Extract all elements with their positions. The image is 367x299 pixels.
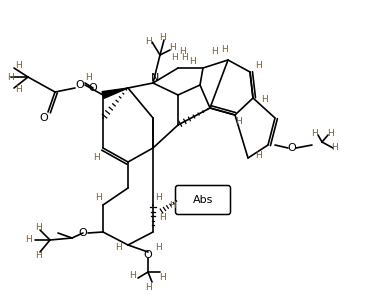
- Text: H: H: [85, 74, 91, 83]
- Text: H: H: [332, 144, 338, 152]
- Text: H: H: [312, 129, 319, 138]
- Text: H: H: [222, 45, 228, 54]
- Text: H: H: [255, 60, 261, 69]
- Text: O: O: [40, 113, 48, 123]
- Text: H: H: [94, 153, 101, 162]
- Text: H: H: [15, 60, 21, 69]
- Text: O: O: [88, 83, 97, 93]
- Polygon shape: [102, 88, 128, 98]
- Text: H: H: [34, 251, 41, 260]
- Text: H: H: [155, 193, 161, 202]
- Text: H: H: [115, 243, 121, 252]
- Text: H: H: [179, 48, 186, 57]
- Text: H: H: [145, 283, 151, 292]
- Text: N: N: [151, 73, 159, 83]
- Text: H: H: [145, 37, 151, 47]
- Text: H: H: [168, 201, 175, 210]
- Text: H: H: [262, 95, 268, 104]
- Text: H: H: [235, 118, 241, 126]
- Text: H: H: [190, 57, 196, 66]
- Text: Abs: Abs: [193, 195, 213, 205]
- FancyBboxPatch shape: [175, 185, 230, 214]
- Text: H: H: [212, 48, 218, 57]
- Text: H: H: [25, 236, 31, 245]
- Text: H: H: [34, 223, 41, 233]
- Text: H: H: [7, 72, 13, 82]
- Text: O: O: [79, 228, 87, 238]
- Text: H: H: [159, 33, 166, 42]
- Text: H: H: [160, 274, 166, 283]
- Text: H: H: [95, 193, 101, 202]
- Text: O: O: [76, 80, 84, 90]
- Text: H: H: [159, 213, 166, 222]
- Text: O: O: [288, 143, 297, 153]
- Text: H: H: [15, 86, 21, 94]
- Text: H: H: [172, 53, 178, 62]
- Text: H: H: [130, 271, 137, 280]
- Text: H: H: [182, 54, 188, 62]
- Text: H: H: [327, 129, 333, 138]
- Text: H: H: [255, 150, 261, 159]
- Text: H: H: [170, 43, 177, 53]
- Text: H: H: [155, 243, 161, 252]
- Text: O: O: [143, 250, 152, 260]
